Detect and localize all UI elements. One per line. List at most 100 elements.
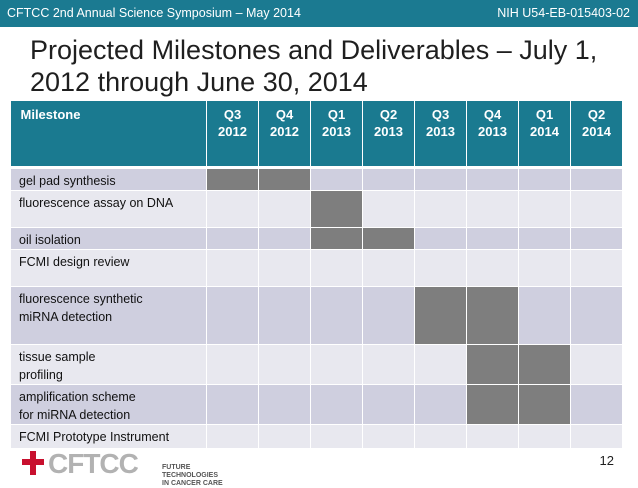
milestone-label-line: profiling — [19, 368, 63, 382]
milestone-cell — [258, 344, 311, 385]
quarter-column-header: Q2 2013 — [362, 101, 415, 169]
milestone-cell — [466, 167, 519, 191]
milestone-label-line: FCMI Prototype Instrument — [19, 430, 170, 444]
table-row: gel pad synthesis — [10, 167, 623, 191]
milestone-cell — [362, 286, 415, 345]
quarter-label: Q3 — [223, 107, 242, 122]
quarter-column-header: Q1 2013 — [310, 101, 363, 169]
page-number: 12 — [599, 453, 614, 468]
milestone-cell — [258, 424, 311, 449]
header-bar: CFTCC 2nd Annual Science Symposium – May… — [0, 0, 638, 27]
milestone-cell-filled — [466, 384, 519, 425]
milestone-label-line: gel pad synthesis — [19, 174, 116, 188]
quarter-label: Q3 — [431, 107, 450, 122]
milestone-cell-filled — [310, 190, 363, 228]
milestone-cell — [518, 249, 571, 287]
milestone-cell — [362, 344, 415, 385]
milestone-label: amplification scheme for miRNA detection — [10, 384, 207, 425]
milestone-cell — [206, 227, 259, 250]
milestone-cell — [258, 227, 311, 250]
milestone-cell — [414, 424, 467, 449]
milestone-cell — [206, 424, 259, 449]
milestone-cell — [258, 249, 311, 287]
milestone-cell-filled — [258, 167, 311, 191]
table-row: tissue sample profiling — [10, 344, 623, 385]
milestone-cell-filled — [518, 384, 571, 425]
milestone-cell — [258, 190, 311, 228]
milestone-cell — [570, 167, 623, 191]
table-body: gel pad synthesis fluorescence assay on D… — [10, 167, 623, 449]
milestone-cell — [310, 167, 363, 191]
milestone-label-line: for miRNA detection — [19, 408, 131, 422]
milestone-cell — [570, 190, 623, 228]
quarter-label: Q4 — [275, 107, 294, 122]
milestone-cell-filled — [466, 286, 519, 345]
table-row: fluorescence assay on DNA — [10, 190, 623, 228]
milestone-label-line: fluorescence assay on DNA — [19, 196, 174, 210]
quarter-label: Q4 — [483, 107, 502, 122]
milestone-label-line: miRNA detection — [19, 310, 113, 324]
milestone-column-header: Milestone — [10, 101, 207, 169]
logo-tagline: FUTURE TECHNOLOGIES IN CANCER CARE — [162, 464, 232, 488]
table-row: oil isolation — [10, 227, 623, 250]
logo-tagline-line: IN CANCER CARE — [162, 480, 223, 487]
quarter-label: Q1 — [535, 107, 554, 122]
milestone-cell — [570, 344, 623, 385]
milestone-cell — [206, 249, 259, 287]
milestone-cell — [206, 384, 259, 425]
quarter-column-header: Q4 2012 — [258, 101, 311, 169]
quarter-year: 2013 — [374, 124, 403, 139]
milestone-cell — [466, 249, 519, 287]
milestone-label: fluorescence assay on DNA — [10, 190, 207, 228]
milestone-cell — [518, 190, 571, 228]
quarter-label: Q2 — [379, 107, 398, 122]
milestone-cell-filled — [362, 227, 415, 250]
milestone-cell — [570, 249, 623, 287]
quarter-column-header: Q4 2013 — [466, 101, 519, 169]
milestone-cell — [310, 249, 363, 287]
milestone-cell — [258, 286, 311, 345]
milestone-cell — [518, 286, 571, 345]
milestone-cell-filled — [466, 344, 519, 385]
logo-tagline-line: FUTURE TECHNOLOGIES — [162, 464, 219, 479]
milestone-cell — [518, 424, 571, 449]
table-header-row: Milestone Q3 2012 Q4 2012 Q1 2013 Q2 2013 Q3 2013… — [10, 101, 623, 169]
table-row: FCMI design review — [10, 249, 623, 287]
quarter-column-header: Q3 2013 — [414, 101, 467, 169]
milestone-label: fluorescence synthetic miRNA detection — [10, 286, 207, 345]
quarter-year: 2013 — [426, 124, 455, 139]
milestone-label: tissue sample profiling — [10, 344, 207, 385]
milestone-label-line: oil isolation — [19, 233, 81, 247]
cftcc-logo: CFTCC FUTURE TECHNOLOGIES IN CANCER CARE — [22, 446, 223, 487]
milestone-label-line: FCMI design review — [19, 255, 130, 269]
header-left-text: CFTCC 2nd Annual Science Symposium – May… — [7, 6, 301, 20]
table-row: fluorescence synthetic miRNA detection — [10, 286, 623, 345]
milestone-cell — [206, 344, 259, 385]
milestone-cell — [362, 190, 415, 228]
milestone-cell — [362, 424, 415, 449]
milestone-cell — [570, 227, 623, 250]
milestone-cell-filled — [206, 167, 259, 191]
milestone-cell — [310, 286, 363, 345]
quarter-label: Q2 — [587, 107, 606, 122]
quarter-year: 2014 — [582, 124, 611, 139]
milestone-cell — [414, 344, 467, 385]
milestone-cell — [362, 167, 415, 191]
milestone-cell — [518, 227, 571, 250]
table-row: FCMI Prototype Instrument — [10, 424, 623, 449]
milestone-cell — [414, 190, 467, 228]
milestone-cell — [414, 167, 467, 191]
quarter-column-header: Q1 2014 — [518, 101, 571, 169]
milestone-cell — [414, 249, 467, 287]
milestone-label: FCMI Prototype Instrument — [10, 424, 207, 449]
quarter-year: 2012 — [218, 124, 247, 139]
milestone-cell — [310, 384, 363, 425]
table-row: amplification scheme for miRNA detection — [10, 384, 623, 425]
quarter-year: 2012 — [270, 124, 299, 139]
quarter-year: 2014 — [530, 124, 559, 139]
milestone-label: gel pad synthesis — [10, 167, 207, 191]
milestone-cell — [206, 286, 259, 345]
milestone-cell — [570, 424, 623, 449]
slide-title: Projected Milestones and Deliverables – … — [30, 35, 598, 97]
milestone-label: oil isolation — [10, 227, 207, 250]
